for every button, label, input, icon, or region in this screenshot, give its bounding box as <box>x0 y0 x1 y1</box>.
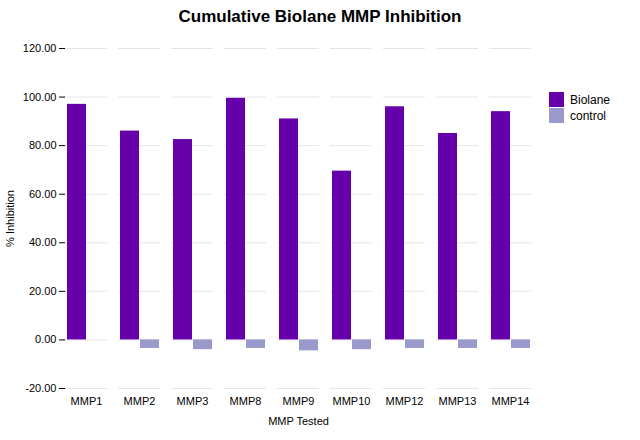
svg-text:MMP3: MMP3 <box>177 395 209 407</box>
svg-text:80.00: 80.00 <box>29 139 57 151</box>
svg-text:60.00: 60.00 <box>29 188 57 200</box>
svg-text:MMP8: MMP8 <box>230 395 262 407</box>
html-text:Biolane: Biolane <box>570 92 610 107</box>
svg-text:40.00: 40.00 <box>29 236 57 248</box>
svg-text:MMP1: MMP1 <box>71 395 103 407</box>
html-text:control: control <box>570 108 606 123</box>
svg-text:20.00: 20.00 <box>29 285 57 297</box>
svg-text:MMP9: MMP9 <box>283 395 315 407</box>
svg-text:% Inhibition: % Inhibition <box>4 190 16 247</box>
html-text:Cumulative Biolane MMP Inhibit: Cumulative Biolane MMP Inhibition <box>178 7 462 26</box>
svg-text:MMP Tested: MMP Tested <box>268 415 329 427</box>
svg-text:MMP12: MMP12 <box>386 395 424 407</box>
svg-text:-20.00: -20.00 <box>25 382 56 394</box>
svg-text:MMP2: MMP2 <box>124 395 156 407</box>
svg-text:MMP14: MMP14 <box>492 395 530 407</box>
svg-text:MMP10: MMP10 <box>333 395 371 407</box>
svg-text:100.00: 100.00 <box>23 91 57 103</box>
svg-text:0.00: 0.00 <box>35 333 56 345</box>
svg-text:120.00: 120.00 <box>23 42 57 54</box>
svg-text:MMP13: MMP13 <box>439 395 477 407</box>
